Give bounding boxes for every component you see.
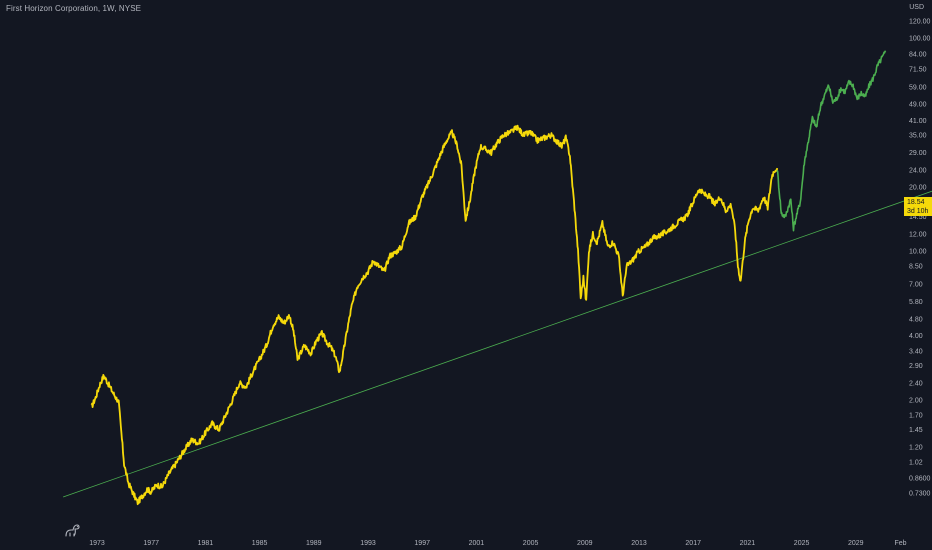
- currency-label: USD: [909, 4, 924, 11]
- last-price-value: 18.54: [907, 199, 925, 206]
- series-line-forecast[interactable]: [776, 50, 887, 232]
- y-tick-label: 100.00: [909, 36, 931, 43]
- y-tick-label: 120.00: [909, 19, 931, 26]
- y-tick-label: 4.80: [909, 316, 923, 323]
- x-tick-label: 2001: [469, 540, 485, 547]
- y-tick-label: 0.8600: [909, 475, 931, 482]
- x-tick-label: 2013: [631, 540, 647, 547]
- y-tick-label: 14.50: [909, 214, 927, 221]
- y-tick-label: 3.40: [909, 348, 923, 355]
- bar-countdown: 3d 10h: [907, 208, 929, 215]
- y-tick-label: 84.00: [909, 52, 927, 59]
- x-tick-label: 2029: [848, 540, 864, 547]
- y-tick-label: 41.00: [909, 118, 927, 125]
- x-tick-label: 1973: [89, 540, 105, 547]
- x-tick-label: 1981: [198, 540, 214, 547]
- y-tick-label: 59.00: [909, 84, 927, 91]
- x-tick-label: 1985: [252, 540, 268, 547]
- y-tick-label: 2.00: [909, 397, 923, 404]
- x-tick-label: 1997: [414, 540, 430, 547]
- y-tick-label: 1.02: [909, 460, 923, 467]
- y-tick-label: 4.00: [909, 333, 923, 340]
- x-tick-label: 2005: [523, 540, 539, 547]
- y-tick-label: 2.90: [909, 363, 923, 370]
- x-tick-label: 2025: [794, 540, 810, 547]
- series-line-history[interactable]: [90, 124, 779, 506]
- x-tick-label: 1993: [360, 540, 376, 547]
- tradingview-dino-icon[interactable]: [64, 522, 82, 538]
- y-tick-label: 5.80: [909, 299, 923, 306]
- y-tick-label: 8.50: [909, 264, 923, 271]
- trend-line[interactable]: [62, 185, 932, 498]
- y-tick-label: 2.40: [909, 380, 923, 387]
- y-tick-label: 1.70: [909, 412, 923, 419]
- last-price-badge: 18.54 3d 10h: [904, 197, 932, 216]
- x-tick-label: Feb: [894, 540, 906, 547]
- x-tick-label: 2009: [577, 540, 593, 547]
- x-tick-label: 1977: [143, 540, 159, 547]
- y-tick-label: 12.00: [909, 232, 927, 239]
- y-tick-label: 49.00: [909, 101, 927, 108]
- y-tick-label: 0.7300: [909, 491, 931, 498]
- y-tick-label: 7.00: [909, 281, 923, 288]
- x-tick-label: 2017: [685, 540, 701, 547]
- y-tick-label: 24.00: [909, 168, 927, 175]
- y-tick-label: 35.00: [909, 133, 927, 140]
- y-tick-label: 71.50: [909, 67, 927, 74]
- y-tick-label: 1.20: [909, 445, 923, 452]
- y-tick-label: 10.00: [909, 248, 927, 255]
- x-tick-label: 1989: [306, 540, 322, 547]
- y-tick-label: 20.00: [909, 184, 927, 191]
- x-tick-label: 2021: [740, 540, 756, 547]
- symbol-title: First Horizon Corporation, 1W, NYSE: [6, 4, 142, 13]
- y-tick-label: 29.00: [909, 150, 927, 157]
- y-tick-label: 1.45: [909, 427, 923, 434]
